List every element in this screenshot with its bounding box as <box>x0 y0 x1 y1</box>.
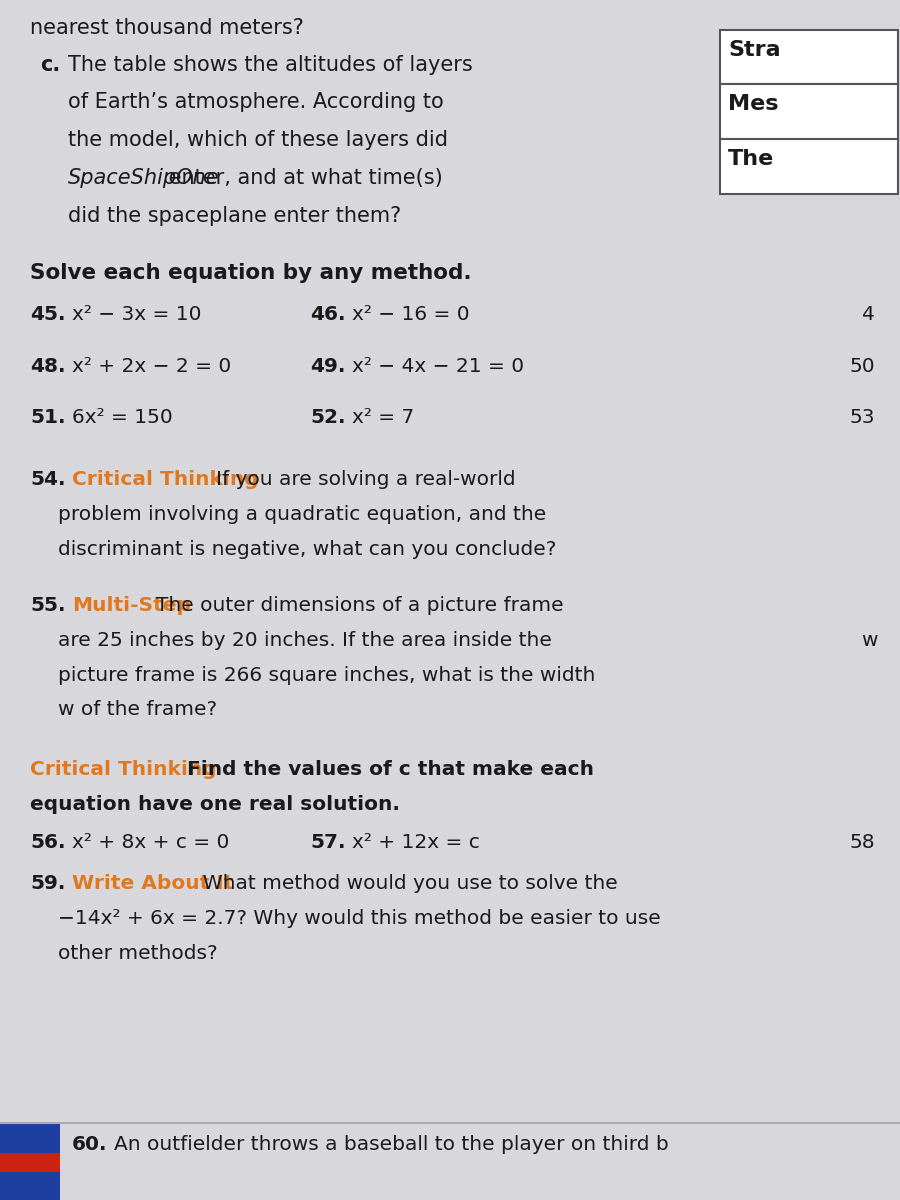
Text: x² = 7: x² = 7 <box>352 408 414 427</box>
FancyBboxPatch shape <box>720 30 898 84</box>
Text: Solve each equation by any method.: Solve each equation by any method. <box>30 263 472 283</box>
Text: equation have one real solution.: equation have one real solution. <box>30 794 400 814</box>
FancyBboxPatch shape <box>720 84 898 139</box>
Text: What method would you use to solve the: What method would you use to solve the <box>190 875 617 893</box>
Text: discriminant is negative, what can you conclude?: discriminant is negative, what can you c… <box>58 540 556 558</box>
Text: 60.: 60. <box>72 1135 107 1153</box>
Text: other methods?: other methods? <box>58 944 218 962</box>
Text: 57.: 57. <box>310 833 346 852</box>
Text: 58: 58 <box>850 833 875 852</box>
Text: 4: 4 <box>862 305 875 324</box>
Text: 6x² = 150: 6x² = 150 <box>72 408 173 427</box>
Text: 52.: 52. <box>310 408 346 427</box>
Text: Stra: Stra <box>728 40 780 60</box>
Text: Critical Thinking: Critical Thinking <box>30 760 217 779</box>
Text: x² + 2x − 2 = 0: x² + 2x − 2 = 0 <box>72 356 231 376</box>
FancyBboxPatch shape <box>720 139 898 193</box>
Text: x² + 12x = c: x² + 12x = c <box>352 833 480 852</box>
Text: x² + 8x + c = 0: x² + 8x + c = 0 <box>72 833 230 852</box>
Text: 50: 50 <box>850 356 875 376</box>
Text: 56.: 56. <box>30 833 66 852</box>
Text: If you are solving a real-world: If you are solving a real-world <box>217 470 516 488</box>
Text: The: The <box>728 149 774 169</box>
Text: −14x² + 6x = 2.7? Why would this method be easier to use: −14x² + 6x = 2.7? Why would this method … <box>58 910 661 928</box>
Text: x² − 16 = 0: x² − 16 = 0 <box>352 305 470 324</box>
Text: Critical Thinking: Critical Thinking <box>72 470 258 488</box>
Text: 59.: 59. <box>30 875 66 893</box>
Text: 54.: 54. <box>30 470 66 488</box>
Text: x² − 4x − 21 = 0: x² − 4x − 21 = 0 <box>352 356 524 376</box>
Text: Find the values of c that make each: Find the values of c that make each <box>173 760 594 779</box>
Text: 49.: 49. <box>310 356 346 376</box>
FancyBboxPatch shape <box>0 1152 60 1172</box>
Text: of Earth’s atmosphere. According to: of Earth’s atmosphere. According to <box>68 92 444 113</box>
Text: the model, which of these layers did: the model, which of these layers did <box>68 130 448 150</box>
Text: did the spaceplane enter them?: did the spaceplane enter them? <box>68 205 401 226</box>
Text: 46.: 46. <box>310 305 346 324</box>
Text: enter, and at what time(s): enter, and at what time(s) <box>162 168 443 188</box>
Text: 51.: 51. <box>30 408 66 427</box>
Text: are 25 inches by 20 inches. If the area inside the: are 25 inches by 20 inches. If the area … <box>58 631 552 650</box>
Text: The outer dimensions of a picture frame: The outer dimensions of a picture frame <box>156 596 563 616</box>
Text: w: w <box>861 631 878 650</box>
Text: 53: 53 <box>850 408 875 427</box>
Text: 45.: 45. <box>30 305 66 324</box>
Text: w of the frame?: w of the frame? <box>58 701 217 720</box>
Text: An outfielder throws a baseball to the player on third b: An outfielder throws a baseball to the p… <box>114 1135 669 1153</box>
Text: 55.: 55. <box>30 596 66 616</box>
Text: x² − 3x = 10: x² − 3x = 10 <box>72 305 202 324</box>
Text: SpaceShipOne: SpaceShipOne <box>68 168 220 188</box>
Text: problem involving a quadratic equation, and the: problem involving a quadratic equation, … <box>58 505 546 523</box>
Text: nearest thousand meters?: nearest thousand meters? <box>30 18 304 38</box>
Text: Write About It: Write About It <box>72 875 233 893</box>
Text: picture frame is 266 square inches, what is the width: picture frame is 266 square inches, what… <box>58 666 596 685</box>
Text: Multi-Step: Multi-Step <box>72 596 191 616</box>
Text: The table shows the altitudes of layers: The table shows the altitudes of layers <box>68 55 472 74</box>
FancyBboxPatch shape <box>0 1123 60 1200</box>
Text: 48.: 48. <box>30 356 66 376</box>
Text: Mes: Mes <box>728 95 778 114</box>
Text: c.: c. <box>40 55 60 74</box>
